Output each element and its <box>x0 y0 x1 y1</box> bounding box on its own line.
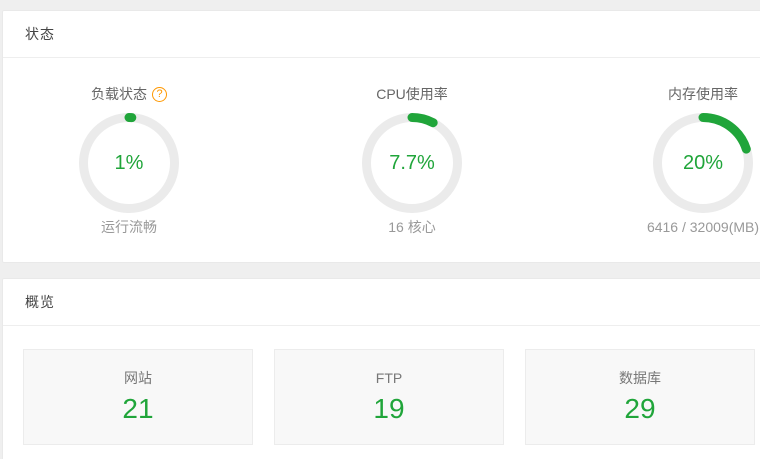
overview-box-website-count: 21 <box>122 393 154 424</box>
overview-box-website[interactable]: 网站 21 <box>23 349 253 445</box>
gauge-load-label: 负载状态 <box>91 86 147 102</box>
overview-card-header: 概览 <box>3 279 760 326</box>
overview-boxes: 网站 21 FTP 19 数据库 29 <box>3 326 760 445</box>
gauge-memory-subtext: 6416 / 32009(MB) <box>646 219 760 235</box>
overview-box-database[interactable]: 数据库 29 <box>525 349 755 445</box>
overview-box-website-label: 网站 <box>124 370 152 386</box>
gauge-memory-ring: 20% <box>653 113 753 213</box>
help-icon[interactable]: ? <box>152 87 167 102</box>
gauge-cpu-percent: 7.7% <box>389 152 435 174</box>
status-card-header: 状态 <box>3 11 760 58</box>
gauge-memory-svg <box>653 113 753 213</box>
gauge-load-ring: 1% <box>79 113 179 213</box>
gauge-cpu-label-row: CPU使用率 <box>332 85 492 104</box>
gauge-cpu-subtext: 16 核心 <box>388 219 436 235</box>
overview-card-title: 概览 <box>25 294 55 310</box>
overview-box-database-label: 数据库 <box>619 370 661 386</box>
status-card: 状态 负载状态 ? 1% 运行流畅 CPU使用率 7.7% 16 核心 <box>2 10 760 263</box>
gauge-memory-label: 内存使用率 <box>668 86 738 102</box>
gauge-load: 负载状态 ? 1% 运行流畅 <box>49 85 209 235</box>
gauge-memory-percent: 20% <box>682 152 724 174</box>
overview-box-ftp-count: 19 <box>373 393 405 424</box>
gauge-memory-label-row: 内存使用率 <box>623 85 760 104</box>
gauge-cpu-ring: 7.7% <box>362 113 462 213</box>
gauge-load-subtext: 运行流畅 <box>101 219 157 235</box>
gauge-cpu-svg <box>362 113 462 213</box>
overview-box-database-count: 29 <box>624 393 656 424</box>
gauge-cpu-label: CPU使用率 <box>376 86 448 102</box>
gauge-load-label-row: 负载状态 ? <box>49 85 209 104</box>
overview-box-ftp-label: FTP <box>375 370 403 386</box>
gauge-load-svg <box>79 113 179 213</box>
gauge-load-percent: 1% <box>114 152 144 174</box>
gauge-memory: 内存使用率 20% 6416 / 32009(MB) <box>623 85 760 235</box>
gauge-cpu: CPU使用率 7.7% 16 核心 <box>332 85 492 235</box>
status-card-title: 状态 <box>25 26 55 42</box>
overview-box-ftp[interactable]: FTP 19 <box>274 349 504 445</box>
overview-card: 概览 网站 21 FTP 19 数据库 29 <box>2 278 760 459</box>
